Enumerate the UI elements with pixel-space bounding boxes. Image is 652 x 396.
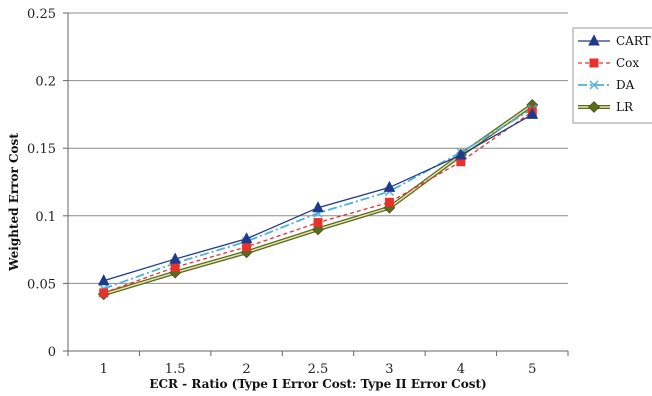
series-line-cart [103,113,533,282]
marker-stroke [589,80,599,90]
data-point [313,218,323,228]
axes [63,12,569,356]
data-point [383,180,396,192]
legend: CART Cox DA LR [572,27,652,124]
y-tick-label: 0.25 [27,7,56,22]
data-point [99,288,109,298]
y-tick-label: 0.2 [35,75,56,90]
legend-entry-cart: CART [578,34,651,48]
data-point [240,232,253,244]
legend-marker [588,101,600,113]
data-point [384,197,394,207]
data-point [526,107,539,119]
legend-label: LR [616,100,634,114]
x-tick-label: 2.5 [308,362,329,377]
x-tick-label: 1.5 [165,362,186,377]
legend-entry-lr: LR [578,100,634,114]
legend-marker [589,80,599,90]
legend-entry-cox: Cox [578,56,639,70]
y-tick-label: 0.1 [35,210,56,225]
data-point [242,242,252,252]
legend-entry-da: DA [578,78,635,92]
y-tick-labels: 0 0.05 0.1 0.15 0.2 0.25 [27,7,56,360]
y-tick-label: 0.15 [27,142,56,157]
x-tick-label: 4 [457,362,465,377]
data-point [456,157,466,167]
data-point [169,252,181,264]
series-lr [97,99,539,301]
x-axis-title: ECR - Ratio (Type I Error Cost: Type II … [149,377,486,391]
legend-label: CART [616,34,651,48]
x-tick-labels: 1 1.5 2 2.5 3 4 5 [100,362,537,377]
data-point [455,148,467,160]
series-da [99,104,537,294]
data-point [312,201,324,213]
legend-marker [589,58,599,68]
gridlines [68,12,568,284]
y-axis-title: Weighted Error Cost [7,133,21,272]
x-tick-label: 1 [100,362,108,377]
x-tick-label: 3 [385,362,393,377]
y-tick-label: 0.05 [27,277,56,292]
legend-label: DA [616,78,635,92]
y-tick-label: 0 [48,345,56,360]
data-point [170,262,180,272]
series-lines [97,99,539,301]
legend-label: Cox [616,56,639,70]
x-tick-label: 2 [242,362,250,377]
data-point [97,274,110,286]
series-cart [97,107,539,286]
x-tick-label: 5 [528,362,536,377]
legend-marker [588,34,600,46]
